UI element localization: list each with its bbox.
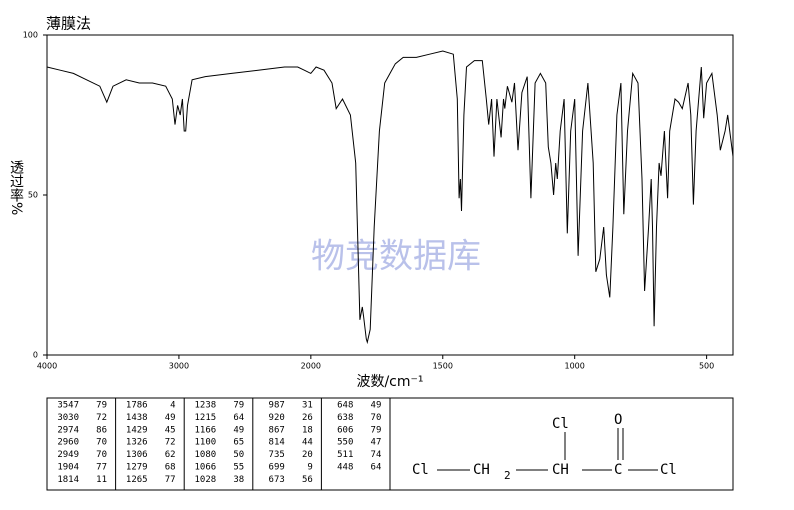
- peak-transmittance: 74: [371, 450, 382, 460]
- structure-bonds: [437, 428, 658, 471]
- peak-transmittance: 47: [371, 438, 382, 448]
- peak-transmittance: 79: [371, 425, 382, 435]
- y-axis-label: 透过率%: [8, 160, 24, 215]
- peak-transmittance: 64: [233, 413, 244, 423]
- spectrum-line: [46, 50, 734, 345]
- y-tick-label: 100: [23, 31, 38, 40]
- peak-wavenumber: 550: [337, 438, 353, 448]
- structure-atom: O: [614, 412, 622, 428]
- peak-transmittance: 45: [165, 425, 176, 435]
- peak-wavenumber: 648: [337, 401, 353, 411]
- peak-transmittance: 55: [233, 463, 244, 473]
- structure-atom: Cl: [660, 462, 677, 478]
- peak-wavenumber: 1279: [126, 463, 148, 473]
- peak-wavenumber: 2974: [57, 425, 79, 435]
- peak-transmittance: 70: [96, 450, 107, 460]
- peak-transmittance: 86: [96, 425, 107, 435]
- peak-transmittance: 68: [165, 463, 176, 473]
- peak-wavenumber: 1066: [195, 463, 217, 473]
- x-tick-label: 3000: [169, 362, 189, 371]
- peak-wavenumber: 606: [337, 425, 353, 435]
- peak-transmittance: 44: [302, 438, 313, 448]
- structure-atom: C: [614, 462, 622, 478]
- peak-wavenumber: 1080: [195, 450, 217, 460]
- peak-wavenumber: 1904: [57, 463, 79, 473]
- y-tick-label: 0: [33, 351, 38, 360]
- peak-transmittance: 79: [233, 401, 244, 411]
- peak-transmittance: 77: [96, 463, 107, 473]
- structure-atom: Cl: [552, 416, 569, 432]
- peak-transmittance: 20: [302, 450, 313, 460]
- structure-atom: 2: [504, 469, 511, 482]
- peak-wavenumber: 1306: [126, 450, 148, 460]
- peak-wavenumber: 1215: [195, 413, 217, 423]
- peak-transmittance: 4: [170, 401, 175, 411]
- peak-wavenumber: 3030: [57, 413, 79, 423]
- peak-wavenumber: 1786: [126, 401, 148, 411]
- peak-transmittance: 62: [165, 450, 176, 460]
- y-tick-label: 50: [28, 191, 38, 200]
- peak-wavenumber: 511: [337, 450, 353, 460]
- peak-transmittance: 79: [96, 401, 107, 411]
- peak-wavenumber: 987: [269, 401, 285, 411]
- peak-wavenumber: 920: [269, 413, 285, 423]
- peak-transmittance: 18: [302, 425, 313, 435]
- peak-transmittance: 49: [233, 425, 244, 435]
- peak-transmittance: 65: [233, 438, 244, 448]
- x-tick-label: 2000: [301, 362, 321, 371]
- peak-wavenumber: 735: [269, 450, 285, 460]
- x-tick-label: 1500: [433, 362, 453, 371]
- peak-wavenumber: 1814: [57, 475, 79, 485]
- peak-transmittance: 56: [302, 475, 313, 485]
- peak-transmittance: 70: [371, 413, 382, 423]
- peak-wavenumber: 2949: [57, 450, 79, 460]
- x-tick-label: 1000: [565, 362, 585, 371]
- structure-atom: Cl: [412, 462, 429, 478]
- peak-wavenumber: 2960: [57, 438, 79, 448]
- peak-wavenumber: 867: [269, 425, 285, 435]
- peak-wavenumber: 1238: [195, 401, 217, 411]
- peak-wavenumber: 1429: [126, 425, 148, 435]
- peak-wavenumber: 1326: [126, 438, 148, 448]
- peak-transmittance: 38: [233, 475, 244, 485]
- peak-transmittance: 26: [302, 413, 313, 423]
- x-tick-label: 4000: [37, 362, 57, 371]
- structure-atom: CH: [473, 462, 490, 478]
- watermark: 物竞数据库: [311, 237, 481, 277]
- peak-wavenumber: 1166: [195, 425, 217, 435]
- peak-transmittance: 31: [302, 401, 313, 411]
- peak-wavenumber: 699: [269, 463, 285, 473]
- peak-transmittance: 72: [96, 413, 107, 423]
- peak-wavenumber: 814: [269, 438, 285, 448]
- peak-wavenumber: 1438: [126, 413, 148, 423]
- x-axis-label: 波数/cm⁻¹: [356, 374, 423, 390]
- peak-transmittance: 50: [233, 450, 244, 460]
- peak-transmittance: 49: [165, 413, 176, 423]
- peak-wavenumber: 673: [269, 475, 285, 485]
- peak-transmittance: 64: [371, 463, 382, 473]
- peak-wavenumber: 448: [337, 463, 353, 473]
- peak-transmittance: 77: [165, 475, 176, 485]
- peak-transmittance: 11: [96, 475, 107, 485]
- peak-wavenumber: 1028: [195, 475, 217, 485]
- peak-transmittance: 9: [307, 463, 312, 473]
- chart-title: 薄膜法: [46, 15, 91, 33]
- peak-wavenumber: 638: [337, 413, 353, 423]
- peak-wavenumber: 1100: [195, 438, 217, 448]
- peak-wavenumber: 3547: [57, 401, 79, 411]
- peak-transmittance: 49: [371, 401, 382, 411]
- x-tick-label: 500: [699, 362, 714, 371]
- peak-transmittance: 70: [96, 438, 107, 448]
- peak-wavenumber: 1265: [126, 475, 148, 485]
- structure-atom: CH: [552, 462, 569, 478]
- peak-transmittance: 72: [165, 438, 176, 448]
